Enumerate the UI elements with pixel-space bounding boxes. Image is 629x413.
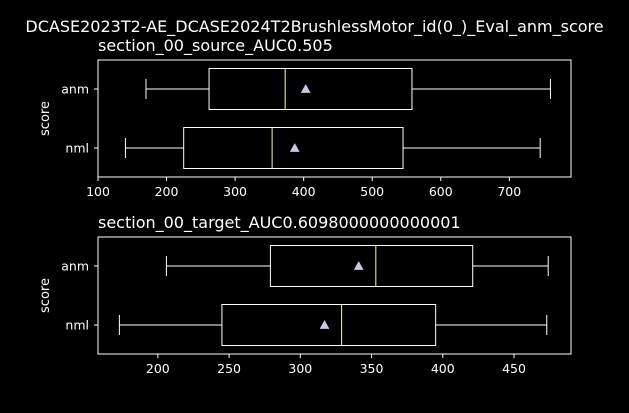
figure-suptitle: DCASE2023T2-AE_DCASE2024T2BrushlessMotor… [25, 17, 603, 37]
x-tick-label: 250 [217, 361, 241, 376]
x-tick-label: 450 [502, 361, 526, 376]
y-axis-label: score [38, 278, 53, 313]
x-tick-label: 200 [155, 184, 179, 199]
y-tick-label-nml: nml [65, 141, 89, 156]
x-tick-label: 300 [223, 184, 247, 199]
x-tick-label: 200 [146, 361, 170, 376]
chart-title: section_00_target_AUC0.6098000000000001 [98, 213, 461, 233]
x-tick-label: 350 [360, 361, 384, 376]
x-tick-label: 600 [429, 184, 453, 199]
x-tick-label: 400 [292, 184, 316, 199]
y-axis-label: score [38, 101, 53, 136]
box-nml [221, 304, 437, 346]
box-nml [183, 127, 404, 169]
x-tick-label: 500 [360, 184, 384, 199]
mean-marker-nml [319, 319, 330, 329]
axes-frame [97, 236, 572, 355]
x-tick-label: 300 [288, 361, 312, 376]
box-anm [208, 68, 413, 110]
mean-marker-anm [353, 260, 364, 270]
y-tick-label-anm: anm [61, 259, 89, 274]
y-tick-label-nml: nml [65, 318, 89, 333]
axes-frame [97, 59, 572, 178]
x-tick-label: 700 [497, 184, 521, 199]
mean-marker-anm [300, 83, 311, 93]
y-tick-label-anm: anm [61, 82, 89, 97]
mean-marker-nml [289, 142, 300, 152]
box-anm [269, 245, 474, 287]
boxplot-target: section_00_target_AUC0.6098000000000001s… [38, 213, 572, 376]
chart-title: section_00_source_AUC0.505 [98, 36, 333, 56]
x-tick-label: 400 [431, 361, 455, 376]
x-tick-label: 100 [86, 184, 110, 199]
